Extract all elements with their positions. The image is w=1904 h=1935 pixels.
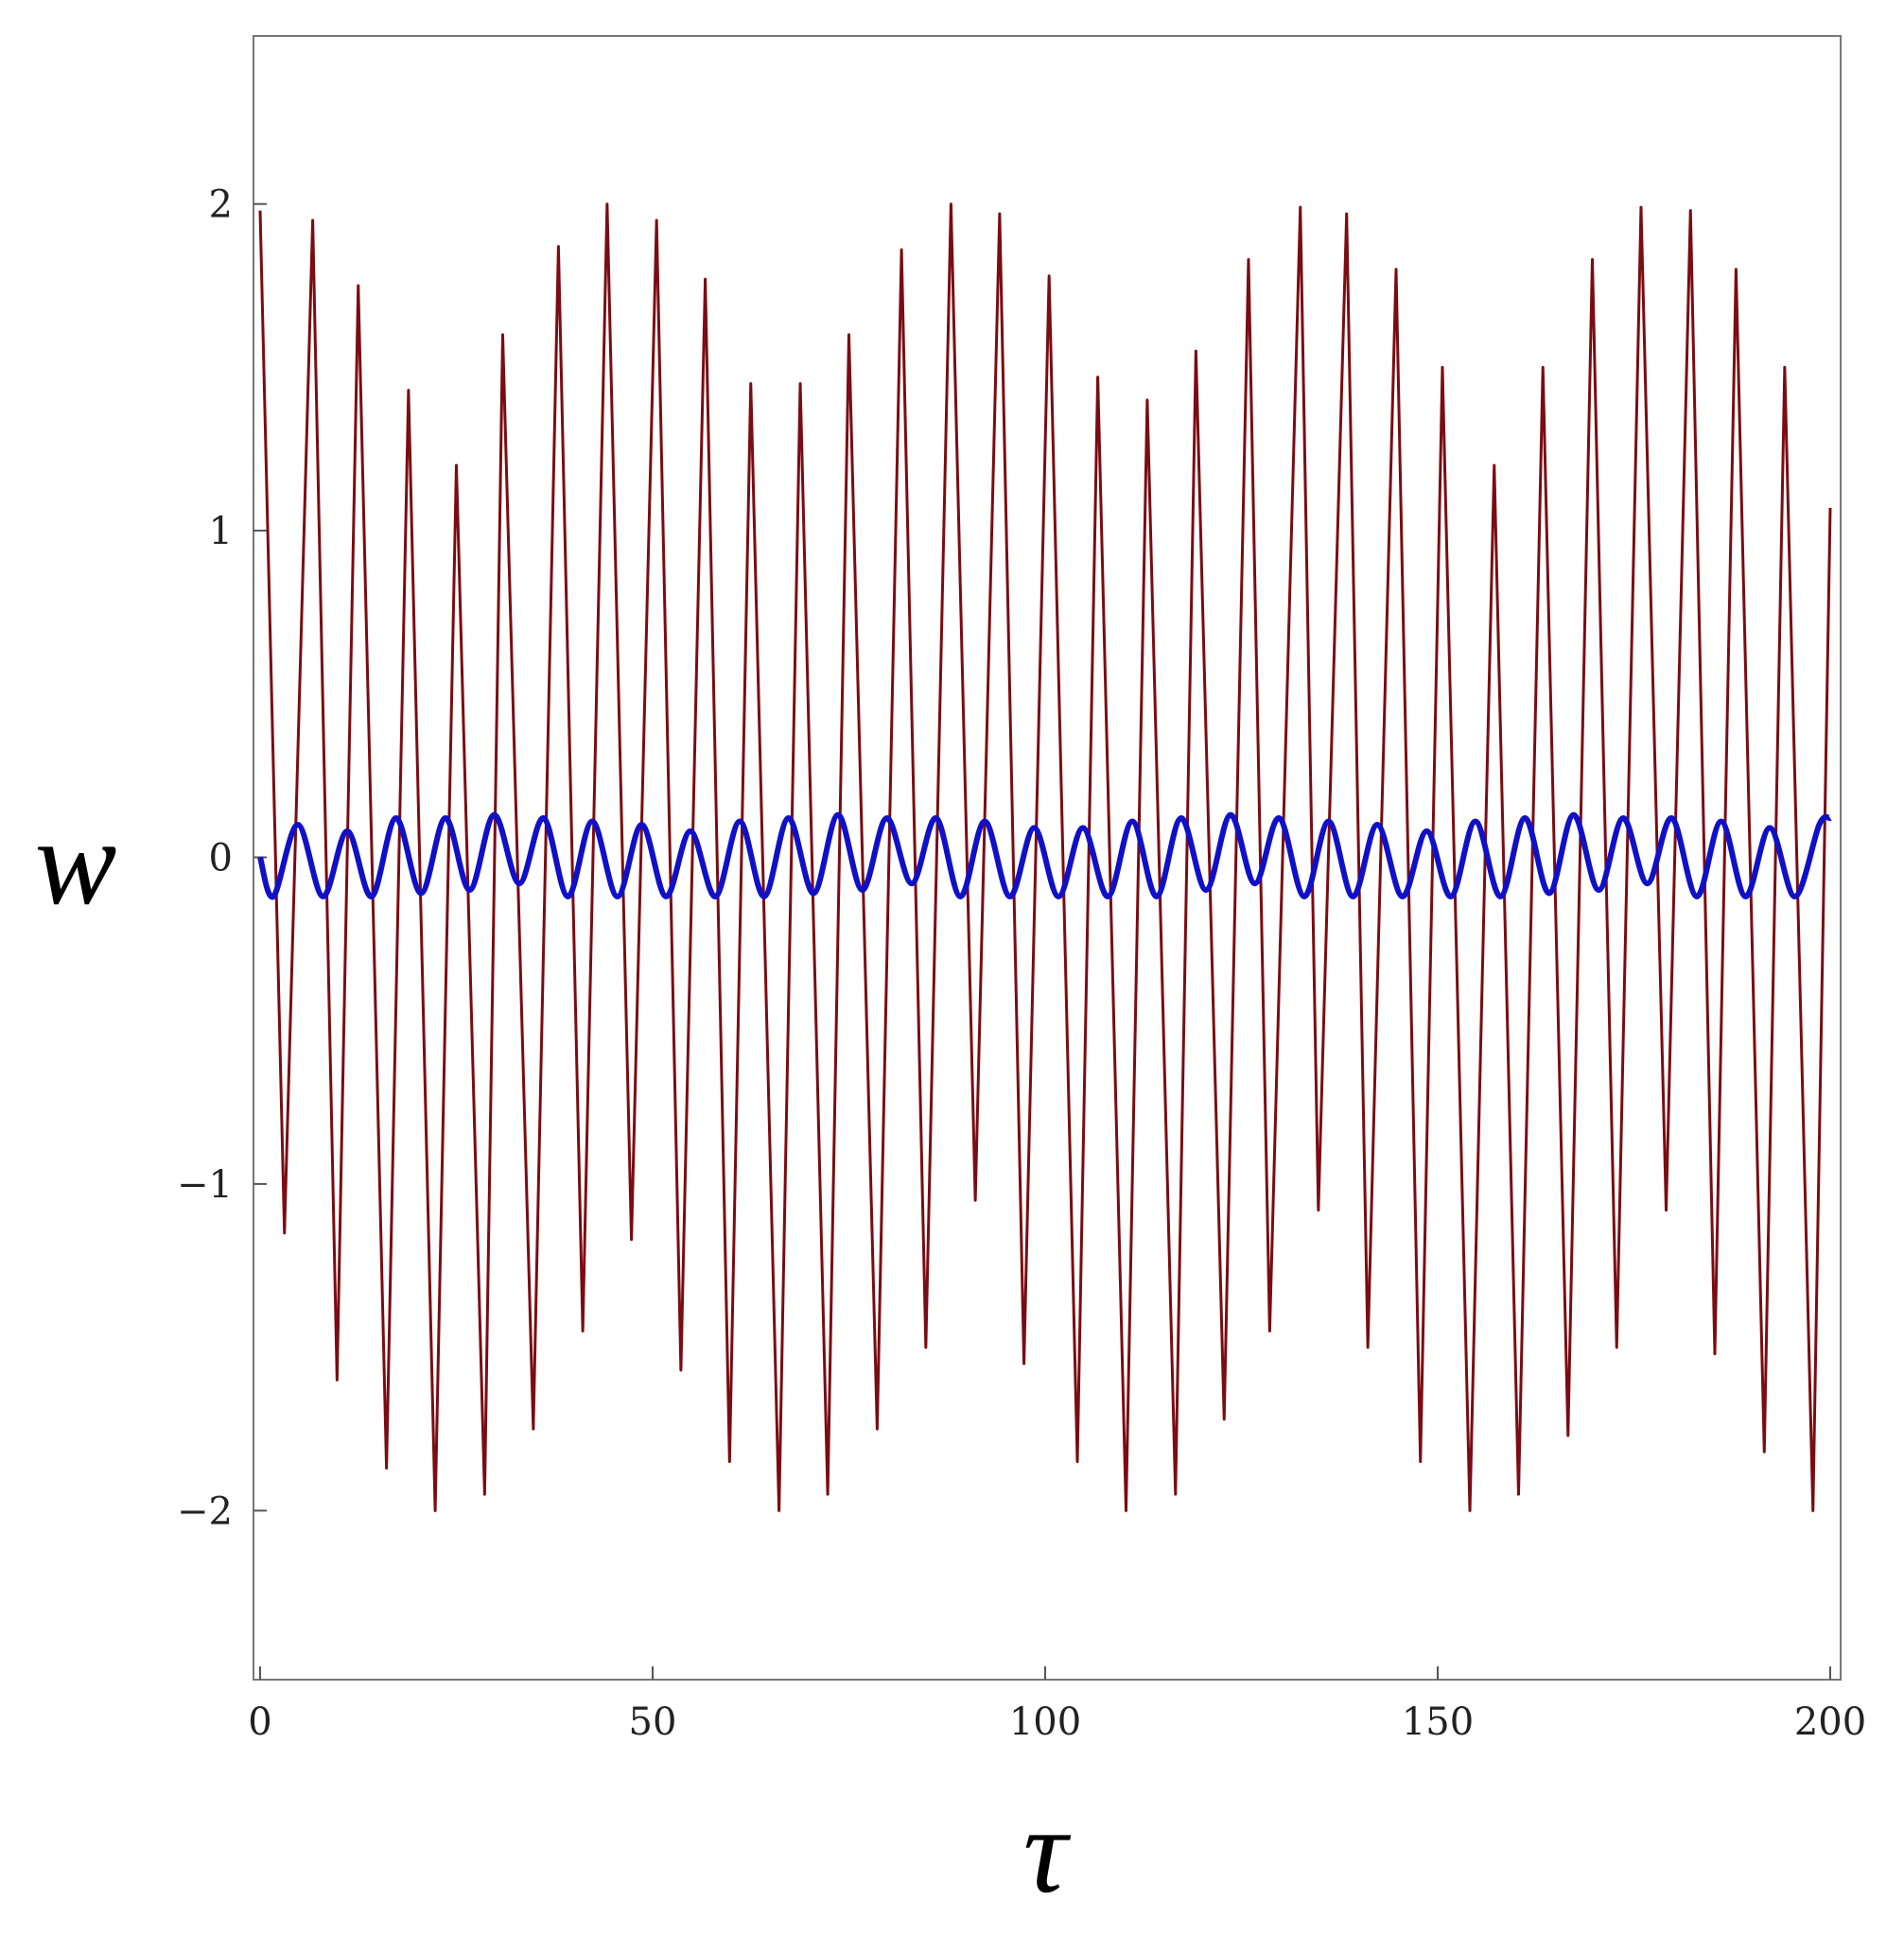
y-tick-label: −2: [177, 1490, 233, 1533]
x-axis-label: τ: [1023, 1783, 1072, 1919]
series-line: [258, 202, 1832, 1512]
y-tick-label: 2: [209, 183, 233, 227]
x-tick-label: 200: [1794, 1700, 1866, 1744]
y-tick-label: −1: [177, 1163, 233, 1207]
x-tick-label: 0: [248, 1700, 271, 1744]
y-tick-label: 0: [209, 837, 233, 880]
y-tick-label: 1: [209, 510, 233, 553]
y-axis-label: w: [35, 794, 117, 931]
series-line: [257, 811, 1832, 900]
x-tick-label: 50: [629, 1700, 677, 1744]
x-tick-label: 150: [1402, 1700, 1474, 1744]
x-tick-label: 100: [1009, 1700, 1081, 1744]
